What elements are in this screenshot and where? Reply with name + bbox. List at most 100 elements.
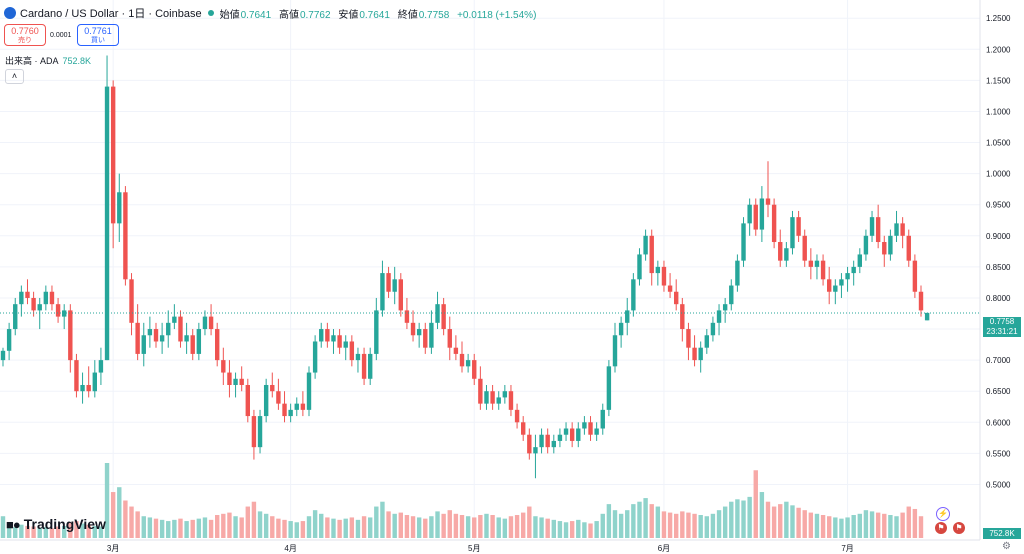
volume-bar bbox=[380, 501, 385, 538]
candle-body bbox=[802, 235, 807, 261]
volume-bar bbox=[692, 513, 697, 538]
open-label: 始値 bbox=[219, 9, 240, 21]
volume-bar bbox=[906, 506, 911, 538]
candle-body bbox=[667, 285, 673, 292]
volume-bar bbox=[410, 516, 416, 538]
volume-bar bbox=[588, 523, 593, 538]
volume-bar bbox=[117, 487, 122, 538]
candle-body bbox=[698, 347, 703, 361]
tradingview-logo[interactable]: ■● TradingView bbox=[6, 516, 106, 532]
us-flag-event-icon-2[interactable]: ⚑ bbox=[953, 522, 965, 534]
candle-body bbox=[245, 384, 250, 417]
lightning-icon[interactable]: ⚡ bbox=[936, 507, 950, 521]
us-flag-event-icon[interactable]: ⚑ bbox=[935, 522, 947, 534]
volume-bar bbox=[655, 506, 661, 538]
symbol-title[interactable]: Cardano / US Dollar · 1日 · Coinbase bbox=[20, 8, 202, 20]
volume-bar bbox=[741, 500, 746, 538]
sell-price: 0.7760 bbox=[11, 26, 39, 36]
time-tick-label: 6月 bbox=[658, 544, 670, 553]
candle-body bbox=[539, 434, 544, 448]
candle-body bbox=[251, 416, 257, 448]
volume-bar bbox=[349, 517, 355, 538]
volume-bar bbox=[827, 516, 832, 538]
candle-body bbox=[416, 329, 422, 336]
price-tick-label: 0.5000 bbox=[986, 480, 1011, 489]
candle-body bbox=[239, 378, 244, 385]
volume-bar bbox=[98, 526, 104, 538]
candle-body bbox=[888, 235, 893, 255]
volume-bar bbox=[319, 513, 324, 538]
volume-bar bbox=[423, 518, 428, 538]
candle-body bbox=[906, 235, 911, 261]
volume-bar bbox=[245, 506, 250, 538]
candle-body bbox=[820, 260, 826, 280]
volume-bar bbox=[771, 506, 777, 538]
volume-bar bbox=[894, 516, 899, 538]
volume-legend-value: 752.8K bbox=[62, 56, 92, 66]
volume-bar bbox=[368, 517, 373, 538]
candle-body bbox=[257, 416, 263, 448]
volume-bar bbox=[637, 501, 642, 538]
low-value: 0.7641 bbox=[359, 9, 390, 21]
price-tick-label: 0.9000 bbox=[986, 232, 1011, 241]
candle-body bbox=[159, 335, 165, 342]
volume-bar bbox=[539, 517, 544, 538]
candle-body bbox=[104, 86, 110, 361]
candle-body bbox=[521, 422, 526, 435]
candle-body bbox=[6, 329, 12, 351]
candle-body bbox=[349, 341, 355, 361]
volume-bar bbox=[643, 498, 648, 538]
settings-gear-icon[interactable]: ⚙ bbox=[1002, 541, 1011, 552]
candle-body bbox=[551, 440, 556, 448]
candle-body bbox=[649, 235, 654, 274]
candle-body bbox=[392, 279, 397, 292]
candle-body bbox=[410, 322, 416, 336]
volume-bar bbox=[796, 507, 801, 538]
volume-bar bbox=[729, 501, 734, 538]
candle-body bbox=[62, 310, 67, 317]
volume-bar bbox=[49, 528, 55, 538]
candle-body bbox=[86, 384, 91, 392]
volume-bar bbox=[135, 511, 140, 538]
buy-button[interactable]: 0.7761 買い bbox=[77, 24, 119, 46]
candle-body bbox=[900, 223, 905, 236]
candle-body bbox=[490, 391, 495, 404]
candle-body bbox=[184, 335, 189, 342]
time-tick-label: 4月 bbox=[284, 544, 296, 553]
volume-bar bbox=[759, 492, 765, 538]
candle-body bbox=[147, 329, 153, 336]
price-tick-label: 1.0000 bbox=[986, 170, 1011, 179]
chevron-up-icon[interactable]: ˄ bbox=[5, 69, 24, 84]
volume-bar bbox=[435, 511, 440, 538]
volume-bar bbox=[215, 515, 220, 538]
candle-body bbox=[692, 347, 697, 361]
candle-body bbox=[435, 304, 440, 323]
volume-bar bbox=[68, 522, 73, 538]
volume-bar bbox=[661, 511, 667, 538]
candle-body bbox=[594, 428, 599, 435]
low-label: 安値 bbox=[338, 9, 359, 21]
candle-body bbox=[686, 329, 691, 348]
bar-countdown: 23:31:21 bbox=[986, 327, 1018, 336]
volume-bar bbox=[576, 519, 581, 538]
volume-bar bbox=[172, 519, 177, 538]
volume-bar bbox=[190, 519, 195, 538]
candle-body bbox=[31, 297, 36, 311]
ohlc-legend: 始値0.7641 高値0.7762 安値0.7641 終値0.7758 +0.0… bbox=[220, 6, 542, 21]
candle-body bbox=[153, 329, 159, 342]
candle-body bbox=[545, 434, 550, 448]
candle-body bbox=[331, 335, 336, 342]
candle-body bbox=[19, 291, 24, 305]
candle-body bbox=[172, 316, 177, 323]
sell-button[interactable]: 0.7760 売り bbox=[4, 24, 46, 46]
candle-body bbox=[294, 403, 299, 410]
candle-body bbox=[894, 223, 899, 236]
volume-bar bbox=[686, 512, 691, 538]
candle-body bbox=[337, 335, 342, 348]
candle-body bbox=[49, 291, 55, 305]
volume-axis-label: 752.8K bbox=[983, 528, 1021, 539]
candle-body bbox=[655, 266, 661, 274]
volume-bar bbox=[429, 516, 434, 538]
candle-body bbox=[875, 217, 881, 243]
